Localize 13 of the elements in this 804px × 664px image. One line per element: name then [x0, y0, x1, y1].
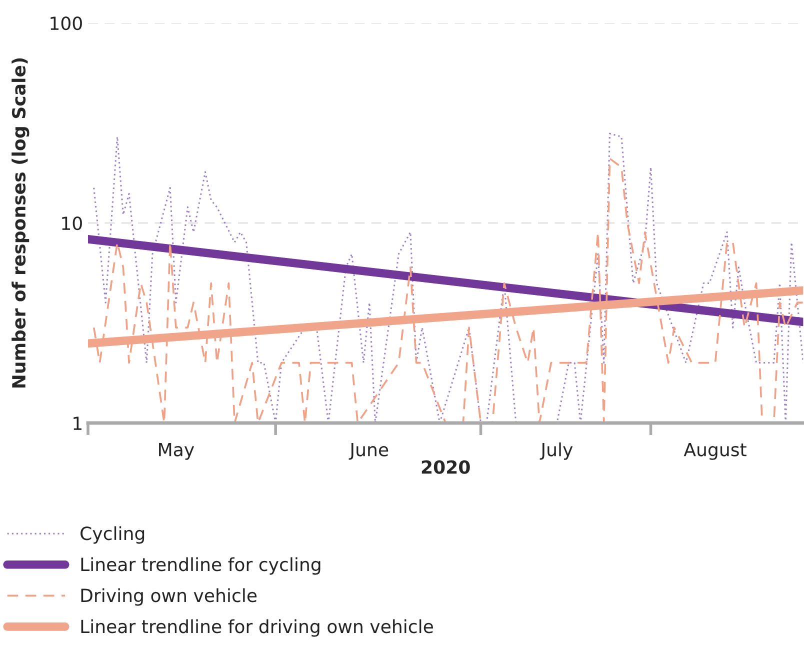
- x-tick-label: July: [540, 442, 573, 460]
- y-tick-label: 100: [50, 16, 82, 30]
- legend-label: Driving own vehicle: [81, 588, 257, 606]
- legend-label: Linear trendline for driving own vehicle: [81, 619, 433, 637]
- legend-label: Cycling: [80, 526, 144, 544]
- x-axis-title: 2020: [422, 460, 470, 474]
- y-axis-title: Number of responses (log Scale): [12, 58, 30, 388]
- legend-label: Linear trendline for cycling: [81, 557, 320, 575]
- x-tick-label: May: [159, 443, 194, 460]
- y-tick-label: 1: [74, 416, 82, 430]
- x-tick-label: August: [684, 443, 746, 460]
- y-tick-label: 10: [62, 216, 82, 230]
- x-tick-label: June: [348, 443, 388, 460]
